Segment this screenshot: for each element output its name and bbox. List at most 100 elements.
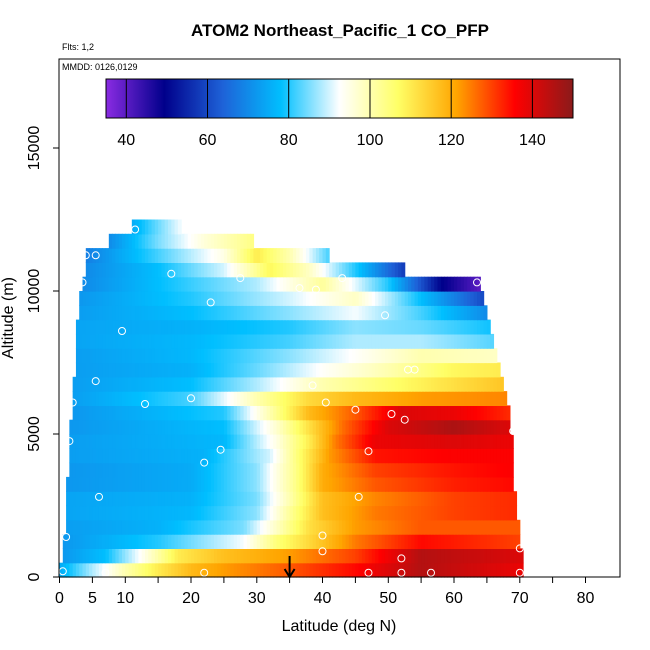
heatmap-cell	[414, 505, 419, 521]
heatmap-cell	[368, 519, 373, 535]
heatmap-cell	[299, 319, 304, 335]
heatmap-cell	[414, 434, 419, 449]
heatmap-cell	[388, 262, 393, 278]
heatmap-cell	[404, 319, 409, 335]
heatmap-cell	[338, 548, 343, 564]
heatmap-cell	[92, 491, 97, 507]
heatmap-cell	[509, 562, 514, 578]
heatmap-cell	[332, 362, 337, 378]
heatmap-cell	[319, 505, 324, 521]
heatmap-cell	[118, 291, 123, 306]
heatmap-cell	[141, 405, 146, 421]
heatmap-cell	[171, 548, 176, 564]
heatmap-cell	[486, 405, 491, 421]
heatmap-cell	[121, 462, 126, 478]
heatmap-cell	[194, 419, 199, 435]
heatmap-cell	[181, 391, 186, 406]
heatmap-cell	[273, 534, 278, 549]
heatmap-cell	[256, 276, 261, 292]
heatmap-cell	[289, 505, 294, 521]
heatmap-row	[66, 491, 518, 507]
heatmap-cell	[135, 505, 139, 521]
heatmap-cell	[112, 276, 116, 292]
heatmap-cell	[401, 434, 406, 449]
heatmap-cell	[177, 448, 182, 464]
heatmap-cell	[108, 391, 113, 406]
heatmap-cell	[174, 248, 179, 263]
heatmap-cell	[214, 434, 218, 449]
heatmap-cell	[444, 276, 449, 292]
heatmap-cell	[361, 519, 366, 535]
heatmap-cell	[161, 276, 166, 292]
heatmap-cell	[161, 434, 166, 449]
heatmap-cell	[302, 534, 307, 549]
heatmap-cell	[384, 519, 389, 535]
heatmap-cell	[108, 348, 113, 364]
heatmap-cell	[358, 348, 363, 364]
heatmap-cell	[332, 348, 337, 364]
heatmap-cell	[457, 362, 462, 378]
heatmap-cell	[473, 319, 478, 335]
heatmap-cell	[368, 434, 373, 449]
heatmap-cell	[273, 333, 278, 349]
heatmap-cell	[421, 333, 426, 349]
heatmap-cell	[430, 348, 435, 364]
dates-note: MMDD: 0126,0129	[62, 62, 138, 72]
heatmap-cell	[115, 348, 120, 364]
heatmap-cell	[286, 476, 291, 492]
heatmap	[59, 219, 524, 578]
heatmap-cell	[135, 248, 139, 263]
heatmap-cell	[105, 319, 110, 335]
heatmap-cell	[121, 434, 126, 449]
heatmap-cell	[493, 476, 498, 492]
heatmap-cell	[240, 248, 245, 263]
sample-point	[65, 437, 74, 446]
heatmap-cell	[319, 491, 324, 507]
heatmap-cell	[197, 491, 202, 507]
heatmap-cell	[89, 333, 93, 349]
heatmap-cell	[125, 562, 130, 578]
heatmap-cell	[460, 305, 465, 321]
heatmap-cell	[421, 491, 426, 507]
heatmap-cell	[355, 291, 360, 306]
heatmap-cell	[407, 519, 412, 535]
heatmap-cell	[325, 491, 330, 507]
heatmap-cell	[194, 505, 199, 521]
heatmap-cell	[243, 262, 248, 278]
heatmap-cell	[302, 333, 307, 349]
heatmap-cell	[214, 519, 218, 535]
heatmap-cell	[266, 448, 271, 464]
heatmap-cell	[338, 348, 343, 364]
heatmap-cell	[309, 319, 314, 335]
heatmap-cell	[250, 462, 255, 478]
heatmap-cell	[329, 348, 333, 364]
heatmap-cell	[266, 548, 271, 564]
heatmap-cell	[131, 476, 136, 492]
heatmap-cell	[89, 562, 93, 578]
heatmap-cell	[210, 462, 215, 478]
heatmap-cell	[158, 219, 163, 235]
heatmap-cell	[440, 534, 445, 549]
heatmap-cell	[220, 476, 225, 492]
heatmap-cell	[312, 505, 317, 521]
heatmap-cell	[332, 391, 337, 406]
heatmap-cell	[82, 276, 87, 292]
heatmap-cell	[148, 434, 153, 449]
heatmap-cell	[144, 305, 149, 321]
heatmap-cell	[368, 548, 373, 564]
heatmap-cell	[368, 534, 373, 549]
heatmap-cell	[398, 391, 402, 406]
heatmap-cell	[516, 519, 521, 535]
heatmap-cell	[434, 376, 439, 392]
heatmap-cell	[352, 419, 356, 435]
heatmap-cell	[283, 434, 287, 449]
heatmap-cell	[335, 376, 340, 392]
heatmap-cell	[417, 319, 422, 335]
heatmap-cell	[322, 291, 327, 306]
heatmap-cell	[161, 462, 166, 478]
y-tick-label: 5000	[26, 416, 43, 452]
heatmap-cell	[381, 362, 386, 378]
heatmap-cell	[161, 233, 166, 249]
heatmap-cell	[447, 534, 452, 549]
heatmap-cell	[279, 405, 284, 421]
